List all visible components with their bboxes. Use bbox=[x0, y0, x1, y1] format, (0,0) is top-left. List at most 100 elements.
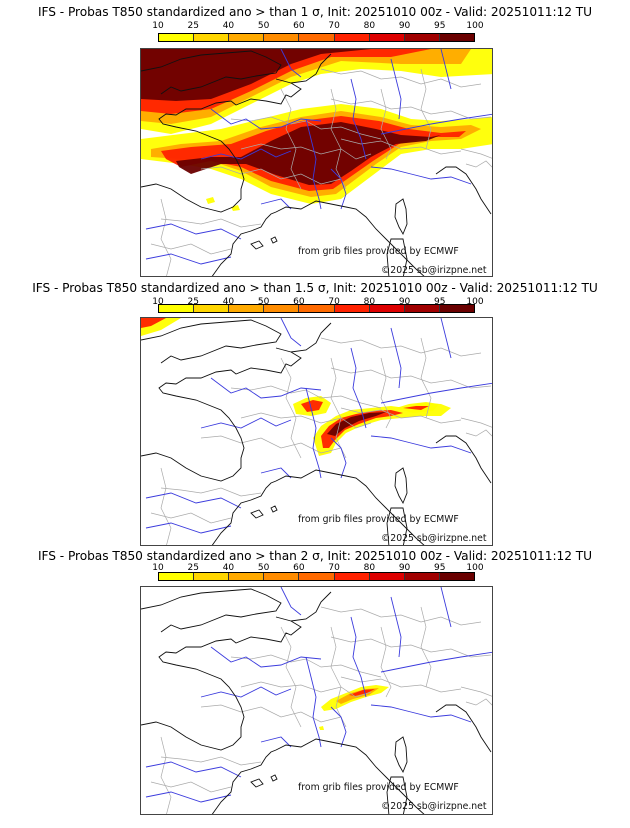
coastline bbox=[141, 78, 302, 213]
river-line bbox=[390, 327, 402, 389]
river-line bbox=[305, 118, 322, 210]
colorbar-tick-label: 50 bbox=[257, 21, 270, 31]
colorbar-segment bbox=[369, 305, 405, 312]
colorbar-segment bbox=[194, 34, 230, 41]
colorbar-tick-label: 25 bbox=[187, 297, 199, 307]
river-line bbox=[280, 318, 302, 347]
river-line bbox=[350, 78, 367, 160]
river-line bbox=[330, 437, 347, 479]
colorbar-tick-label: 50 bbox=[257, 563, 270, 573]
colorbar-segment bbox=[439, 305, 474, 312]
river-line bbox=[200, 686, 292, 698]
colorbar-segment bbox=[299, 34, 335, 41]
border-line bbox=[280, 88, 302, 190]
border-line bbox=[160, 198, 172, 276]
border-line bbox=[230, 116, 382, 140]
admin-borders bbox=[150, 68, 492, 276]
border-line bbox=[200, 704, 342, 723]
colorbar bbox=[158, 572, 475, 581]
border-line bbox=[340, 676, 462, 693]
river-line bbox=[210, 108, 322, 130]
coastline bbox=[270, 774, 278, 782]
probability-contour bbox=[231, 205, 240, 211]
colorbar-segment bbox=[229, 305, 265, 312]
border-line bbox=[160, 736, 172, 814]
colorbar-tick-label: 90 bbox=[398, 21, 411, 31]
border-line bbox=[320, 606, 482, 626]
coastline bbox=[386, 776, 408, 814]
colorbar-tick-label: 70 bbox=[328, 563, 340, 573]
river-line bbox=[330, 168, 347, 210]
river-line bbox=[145, 791, 232, 803]
river-line bbox=[305, 387, 322, 479]
coastline bbox=[290, 53, 332, 84]
colorbar-tick-label: 80 bbox=[363, 563, 376, 573]
colorbar-segment bbox=[299, 305, 335, 312]
map-canvas bbox=[141, 587, 492, 814]
border-line bbox=[380, 88, 392, 160]
map-canvas bbox=[141, 49, 492, 276]
coastline bbox=[290, 322, 332, 353]
river-line bbox=[145, 253, 232, 265]
river-line bbox=[390, 596, 402, 658]
coastline bbox=[290, 591, 332, 622]
probability-map[interactable]: from grib files provided by ECMWF ©2025 … bbox=[140, 48, 493, 277]
border-line bbox=[200, 435, 342, 454]
colorbar bbox=[158, 304, 475, 313]
probability-contour bbox=[349, 689, 375, 696]
coastline bbox=[141, 616, 302, 751]
colorbar bbox=[158, 33, 475, 42]
colorbar-tick-label: 60 bbox=[293, 21, 305, 31]
colorbar-segment bbox=[404, 573, 440, 580]
river-line bbox=[210, 646, 322, 668]
coastline bbox=[386, 507, 408, 545]
border-line bbox=[330, 367, 492, 389]
probability-field bbox=[141, 318, 451, 456]
river-line bbox=[280, 49, 302, 78]
border-line bbox=[330, 88, 347, 190]
border-line bbox=[320, 337, 482, 357]
colorbar-tick-label: 40 bbox=[222, 563, 235, 573]
coastline bbox=[141, 347, 302, 482]
coastline bbox=[211, 738, 425, 814]
source-credit: from grib files provided by ECMWF bbox=[298, 246, 459, 257]
colorbar-tick-label: 100 bbox=[466, 297, 484, 307]
border-line bbox=[320, 68, 482, 88]
coastline bbox=[394, 736, 408, 774]
probability-map[interactable]: from grib files provided by ECMWF ©2025 … bbox=[140, 317, 493, 546]
border-line bbox=[330, 626, 347, 728]
colorbar-segment bbox=[334, 305, 370, 312]
colorbar-tick-label: 90 bbox=[398, 297, 411, 307]
border-line bbox=[160, 487, 262, 497]
coastline bbox=[250, 509, 264, 519]
colorbar-segment bbox=[369, 573, 405, 580]
colorbar-segment bbox=[194, 573, 230, 580]
coastline bbox=[211, 469, 425, 545]
border-line bbox=[150, 781, 232, 793]
coastline bbox=[250, 778, 264, 788]
river-line bbox=[210, 377, 322, 399]
border-line bbox=[240, 681, 372, 698]
copyright-credit: ©2025 sb@irizpne.net bbox=[381, 533, 487, 544]
coastlines bbox=[141, 319, 492, 545]
border-line bbox=[460, 686, 492, 697]
colorbar-segment bbox=[159, 34, 195, 41]
river-line bbox=[350, 616, 367, 698]
border-line bbox=[230, 654, 382, 678]
coastlines bbox=[141, 588, 492, 814]
border-line bbox=[465, 429, 492, 437]
river-line bbox=[305, 656, 322, 748]
border-line bbox=[160, 467, 172, 545]
coastline bbox=[386, 238, 408, 276]
border-line bbox=[380, 357, 392, 429]
probability-map[interactable]: from grib files provided by ECMWF ©2025 … bbox=[140, 586, 493, 815]
probability-contour bbox=[403, 406, 429, 410]
colorbar-segment bbox=[439, 34, 474, 41]
colorbar-tick-label: 60 bbox=[293, 297, 305, 307]
colorbar-tick-label: 10 bbox=[152, 21, 164, 31]
coastline bbox=[435, 166, 492, 215]
probability-contour bbox=[327, 412, 386, 436]
border-line bbox=[340, 138, 462, 155]
river-line bbox=[280, 587, 302, 616]
border-line bbox=[150, 243, 232, 255]
